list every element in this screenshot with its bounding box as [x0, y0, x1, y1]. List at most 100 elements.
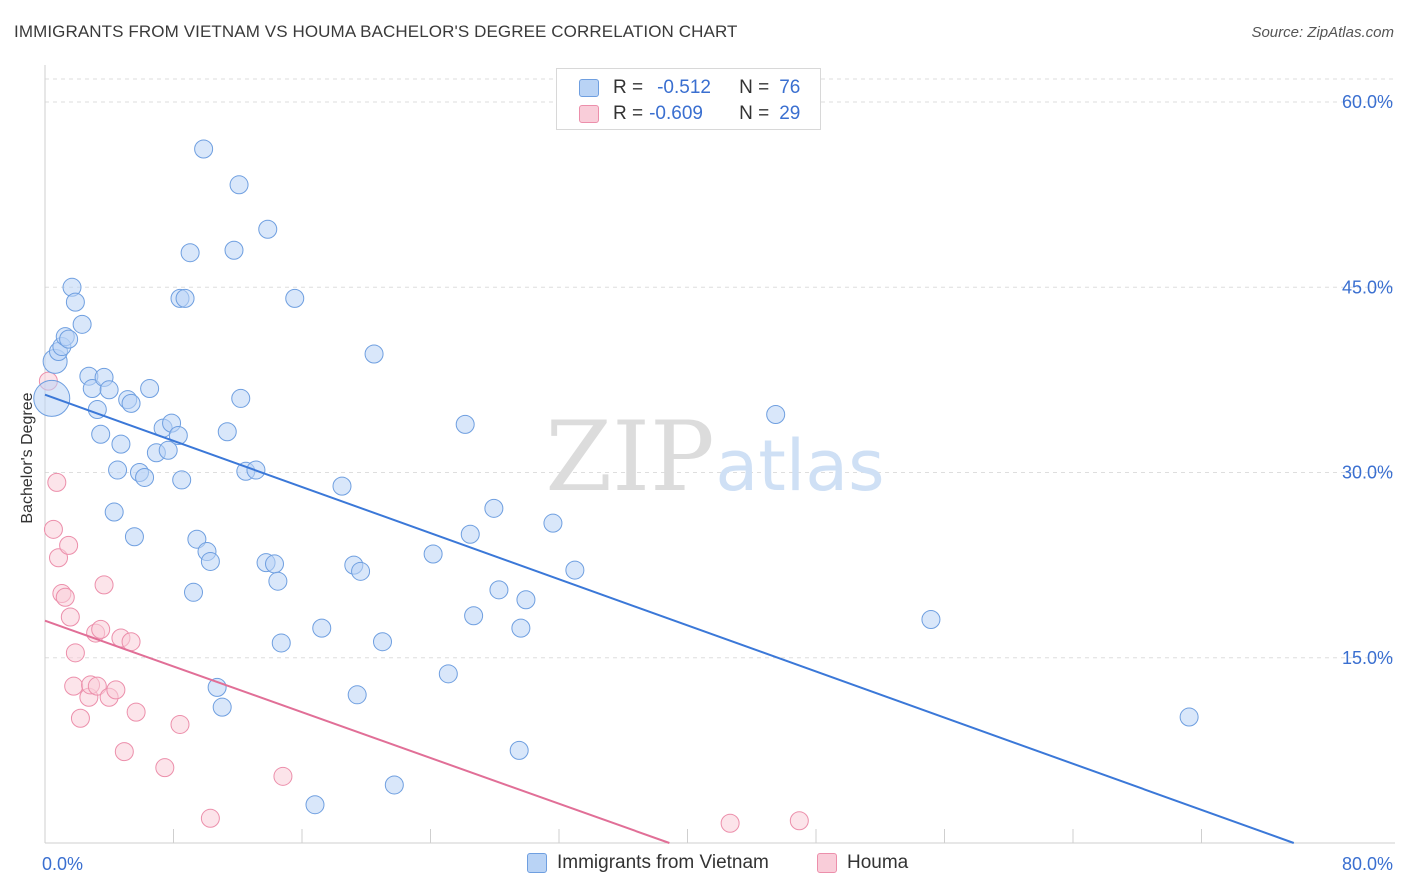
vietnam-point [438, 664, 458, 684]
vietnam-trend-line [44, 393, 1295, 844]
vietnam-point [180, 243, 200, 263]
vietnam-point [921, 609, 941, 629]
vietnam-point [99, 380, 119, 400]
legend-swatch-houma [817, 853, 837, 873]
houma-point [91, 619, 111, 639]
vietnam-point [172, 470, 192, 490]
houma-point [65, 643, 85, 663]
vietnam-point [766, 404, 786, 424]
houma-point [49, 548, 68, 568]
vietnam-point [65, 292, 85, 312]
legend-label-vietnam: Immigrants from Vietnam [557, 852, 769, 873]
houma-point [47, 472, 67, 492]
vietnam-point [184, 582, 203, 602]
vietnam-points [33, 139, 1199, 815]
y-tick-label: 30.0% [1342, 463, 1393, 483]
vietnam-point [229, 175, 249, 195]
legend-label-houma: Houma [847, 852, 909, 873]
vietnam-point [217, 422, 237, 442]
legend-item-houma: Houma [817, 852, 908, 874]
vietnam-point [384, 775, 404, 795]
houma-point [106, 680, 126, 700]
houma-point [59, 535, 79, 555]
vietnam-point [455, 414, 475, 434]
houma-point [200, 808, 220, 828]
chart-title: IMMIGRANTS FROM VIETNAM VS HOUMA BACHELO… [14, 22, 738, 41]
legend-n-label: N = [739, 103, 770, 124]
vietnam-point [124, 527, 144, 547]
vietnam-point [464, 606, 484, 626]
legend-r-value: -0.609 [649, 103, 703, 124]
legend-swatch-vietnam [579, 79, 599, 97]
correlation-legend: R = -0.512 N = 76 R = -0.609 N = 29 [556, 68, 821, 130]
houma-point [43, 519, 63, 539]
houma-point [87, 676, 107, 696]
vietnam-point [72, 314, 92, 334]
vietnam-point [351, 561, 371, 581]
vietnam-point [285, 288, 305, 308]
x-tick-label: 0.0% [42, 854, 83, 874]
vietnam-point [111, 434, 131, 454]
houma-trend-line [44, 619, 670, 844]
legend-row-houma: R = -0.609 N = 29 [579, 102, 800, 126]
vietnam-point [224, 240, 244, 260]
vietnam-point [121, 393, 141, 413]
y-tick-label: 60.0% [1342, 92, 1393, 112]
vietnam-point [347, 685, 367, 705]
legend-swatch-houma [579, 105, 599, 123]
series-legend: Immigrants from Vietnam Houma [0, 852, 1406, 878]
vietnam-point [194, 139, 214, 159]
legend-r-label: R = [613, 77, 644, 98]
watermark-zip: ZIP [545, 401, 714, 513]
houma-point [55, 587, 75, 607]
watermark-atlas: atlas [715, 425, 884, 507]
trend-lines [44, 393, 1295, 844]
vietnam-point [265, 554, 284, 574]
houma-point [789, 811, 809, 831]
vietnam-point [460, 524, 480, 544]
source-label: Source: ZipAtlas.com [1251, 24, 1394, 41]
tick-labels: 15.0% 30.0% 45.0% 60.0% 0.0% 80.0% [42, 92, 1393, 874]
vietnam-point [312, 618, 332, 638]
legend-swatch-vietnam [527, 853, 547, 873]
houma-point [720, 813, 740, 833]
legend-r-value: -0.512 [657, 77, 711, 98]
vietnam-point [489, 580, 509, 600]
vietnam-point [108, 460, 128, 480]
legend-n-value: 29 [779, 103, 801, 124]
vietnam-point [212, 697, 232, 717]
vietnam-point [423, 544, 443, 564]
vietnam-point [59, 329, 79, 349]
vietnam-point [305, 795, 325, 815]
houma-point [64, 676, 84, 696]
y-tick-label: 45.0% [1342, 277, 1393, 297]
houma-point [114, 742, 134, 762]
houma-point [60, 607, 80, 627]
vietnam-point [135, 467, 155, 487]
vietnam-point [271, 633, 291, 653]
houma-point [94, 575, 114, 595]
vietnam-point [187, 529, 207, 549]
vietnam-point [268, 571, 288, 591]
vietnam-point [158, 440, 178, 460]
legend-r-label: R = [613, 103, 644, 124]
x-tick-label: 80.0% [1342, 854, 1393, 874]
legend-row-vietnam: R = -0.512 N = 76 [579, 76, 800, 100]
vietnam-point [231, 388, 251, 408]
vietnam-point [511, 618, 531, 638]
legend-n-label: N = [739, 77, 770, 98]
vietnam-point [484, 498, 504, 518]
houma-points [38, 371, 809, 833]
y-tick-label: 15.0% [1342, 648, 1393, 668]
watermark: ZIP atlas [545, 401, 884, 513]
legend-item-vietnam: Immigrants from Vietnam [527, 852, 769, 874]
houma-point [121, 632, 141, 652]
houma-point [126, 702, 146, 722]
vietnam-point [33, 379, 71, 417]
vietnam-point [258, 219, 278, 239]
vietnam-point [364, 344, 384, 364]
houma-point [70, 708, 90, 728]
vietnam-point [1179, 707, 1199, 727]
vietnam-point [565, 560, 585, 580]
